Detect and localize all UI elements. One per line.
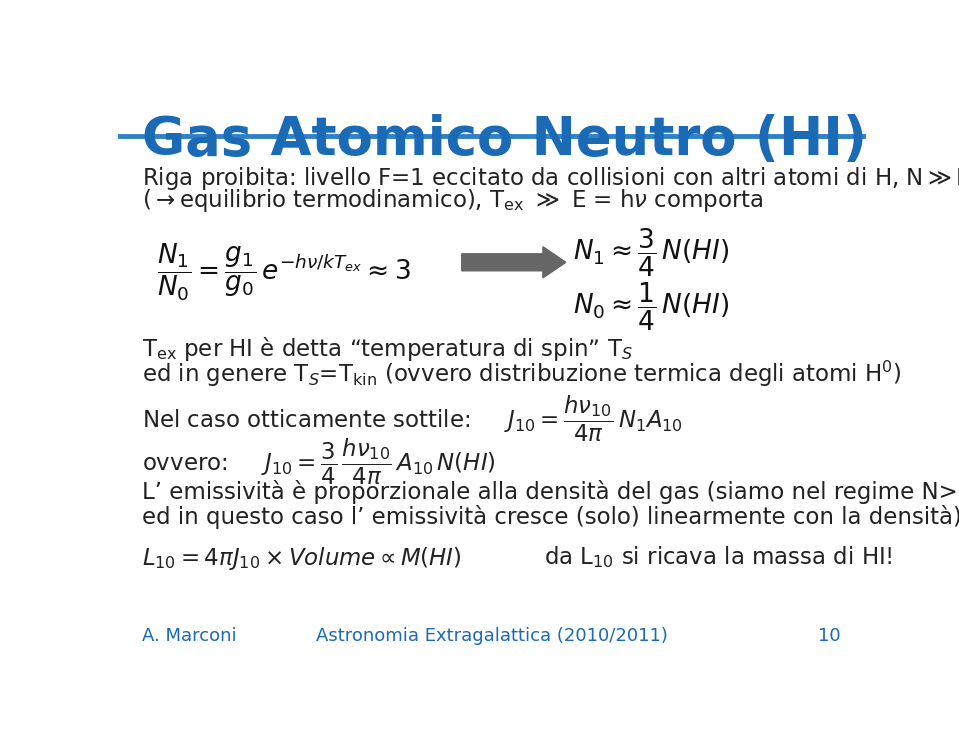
Text: T$_\mathrm{ex}$ per HI è detta “temperatura di spin” T$_S$: T$_\mathrm{ex}$ per HI è detta “temperat… (142, 335, 633, 363)
Text: $L_{10} = 4\pi J_{10} \times \mathit{Volume} \propto M(HI)$: $L_{10} = 4\pi J_{10} \times \mathit{Vol… (142, 545, 462, 572)
Text: Astronomia Extragalattica (2010/2011): Astronomia Extragalattica (2010/2011) (316, 627, 667, 645)
Text: ed in questo caso l’ emissività cresce (solo) linearmente con la densità).: ed in questo caso l’ emissività cresce (… (142, 505, 959, 529)
Text: ed in genere T$_S$=T$_\mathrm{kin}$ (ovvero distribuzione termica degli atomi H$: ed in genere T$_S$=T$_\mathrm{kin}$ (ovv… (142, 359, 901, 389)
Text: $N_0 \approx \dfrac{1}{4}\,N(HI)$: $N_0 \approx \dfrac{1}{4}\,N(HI)$ (573, 281, 730, 333)
Text: A. Marconi: A. Marconi (142, 627, 237, 645)
Text: Riga proibita: livello F=1 eccitato da collisioni con altri atomi di H, N$\gg$N$: Riga proibita: livello F=1 eccitato da c… (142, 165, 959, 192)
Text: ($\rightarrow$equilibrio termodinamico), T$_\mathrm{ex}$ $\gg$ E = h$\nu$ compor: ($\rightarrow$equilibrio termodinamico),… (142, 188, 763, 214)
Polygon shape (462, 247, 566, 278)
Text: ovvero:     $J_{10} = \dfrac{3}{4}\,\dfrac{h\nu_{10}}{4\pi}\,A_{10}\,N(HI)$: ovvero: $J_{10} = \dfrac{3}{4}\,\dfrac{h… (142, 437, 496, 487)
Text: 10: 10 (818, 627, 841, 645)
Text: $\dfrac{N_1}{N_0} = \dfrac{g_1}{g_0}\,e^{-h\nu/kT_{ex}} \approx 3$: $\dfrac{N_1}{N_0} = \dfrac{g_1}{g_0}\,e^… (157, 241, 410, 302)
Text: L’ emissività è proporzionale alla densità del gas (siamo nel regime N>>Nc: L’ emissività è proporzionale alla densi… (142, 481, 959, 504)
Text: $N_1 \approx \dfrac{3}{4}\,N(HI)$: $N_1 \approx \dfrac{3}{4}\,N(HI)$ (573, 227, 730, 280)
Text: da L$_{10}$ si ricava la massa di HI!: da L$_{10}$ si ricava la massa di HI! (544, 545, 892, 570)
Text: Nel caso otticamente sottile:     $J_{10} = \dfrac{h\nu_{10}}{4\pi}\,N_1 A_{10}$: Nel caso otticamente sottile: $J_{10} = … (142, 394, 683, 445)
Text: Gas Atomico Neutro (HI): Gas Atomico Neutro (HI) (142, 114, 867, 166)
